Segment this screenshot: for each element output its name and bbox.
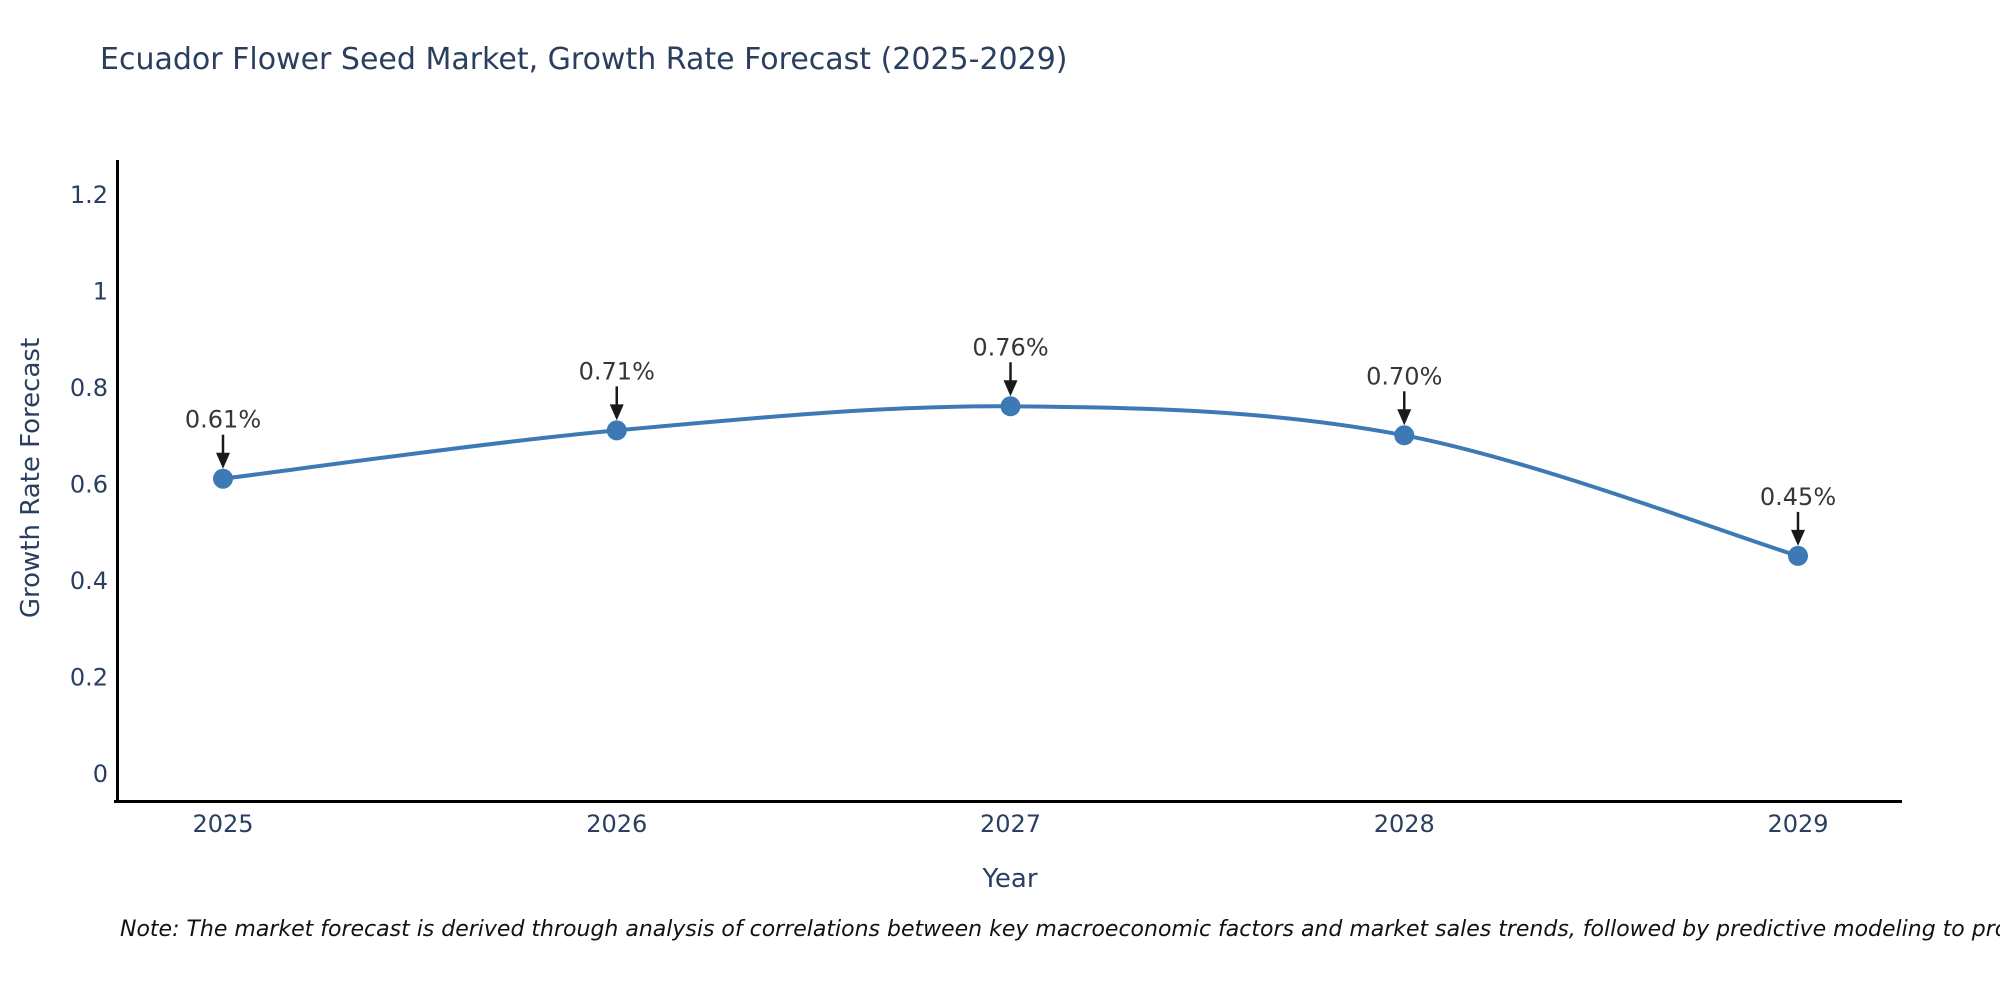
y-axis-title: Growth Rate Forecast [16, 338, 46, 618]
data-point-marker [606, 420, 627, 441]
point-annotation-label: 0.70% [1366, 362, 1442, 390]
y-tick-label: 1 [93, 278, 108, 306]
annotation-arrowhead [1397, 409, 1412, 426]
y-tick-label: 0.8 [70, 374, 108, 402]
data-point-marker [1000, 396, 1021, 417]
x-axis-title: Year [981, 864, 1037, 894]
y-tick-label: 0.4 [70, 567, 108, 595]
forecast-line [222, 404, 1799, 558]
point-annotation-label: 0.61% [185, 406, 261, 434]
x-tick-label: 2027 [980, 810, 1041, 838]
point-annotation-label: 0.76% [972, 333, 1048, 361]
chart-title: Ecuador Flower Seed Market, Growth Rate … [100, 42, 1068, 77]
y-tick-label: 1.2 [70, 181, 108, 209]
x-tick-label: 2028 [1374, 810, 1435, 838]
data-point-marker [1394, 425, 1415, 446]
annotation-arrowhead [1003, 380, 1018, 397]
point-annotation-label: 0.71% [579, 357, 655, 385]
point-annotation-label: 0.45% [1760, 483, 1836, 511]
x-tick-label: 2025 [192, 810, 253, 838]
annotation-arrowhead [216, 452, 230, 469]
annotation-arrowhead [1791, 529, 1805, 546]
plot-area: 0 0.2 0.4 0.6 0.8 1 1.2 2025 2026 2027 2028 2029 0.6… [70, 181, 1836, 838]
footnote: Note: The market forecast is derived thr… [120, 917, 2000, 942]
annotation-arrowhead [609, 404, 624, 421]
y-tick-label: 0 [93, 760, 108, 788]
data-point-marker [213, 468, 233, 489]
y-tick-label: 0.6 [70, 471, 108, 499]
y-tick-label: 0.2 [70, 664, 108, 692]
data-point-marker [1788, 545, 1808, 566]
x-tick-label: 2029 [1767, 810, 1828, 838]
x-tick-label: 2026 [586, 810, 647, 838]
